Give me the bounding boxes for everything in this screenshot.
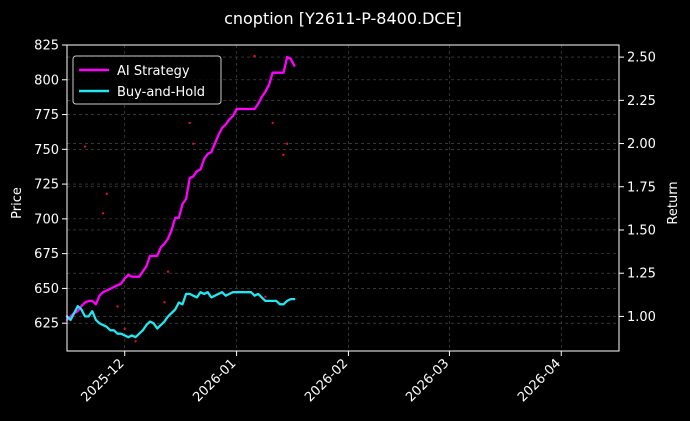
scatter-point-6 <box>163 301 166 304</box>
right-tick-label-2-00: 2.00 <box>627 137 656 152</box>
legend-box <box>72 55 222 105</box>
left-axis-label: Price <box>10 187 25 219</box>
left-tick-label-700: 700 <box>34 212 59 227</box>
legend-label-buy-and-hold: Buy-and-Hold <box>117 85 205 100</box>
scatter-point-2 <box>105 192 108 196</box>
scatter-point-14 <box>285 142 289 145</box>
right-tick-label-1-50: 1.50 <box>627 223 656 238</box>
left-tick-label-750: 750 <box>34 143 59 158</box>
scatter-point-7 <box>166 270 170 273</box>
right-tick-label-1-00: 1.00 <box>627 310 656 325</box>
scatter-point-4 <box>123 327 126 330</box>
series-line-buy-and-hold <box>65 291 296 339</box>
right-axis: 1.00 1.25 1.50 1.75 2.00 2.25 2.50 <box>619 51 656 325</box>
left-tick-label-625: 625 <box>34 317 59 332</box>
plot-frame <box>66 44 620 352</box>
scatter-point-8 <box>188 121 191 125</box>
right-tick-label-2-50: 2.50 <box>627 51 656 66</box>
scatter-point-12 <box>271 121 274 125</box>
left-tick-label-675: 675 <box>34 247 59 262</box>
scatter-layer <box>83 54 289 343</box>
scatter-point-9 <box>192 142 195 145</box>
left-tick-label-775: 775 <box>34 108 59 123</box>
left-tick-label-725: 725 <box>34 178 59 193</box>
scatter-point-3 <box>116 305 119 308</box>
series-line-ai-strategy <box>65 55 296 322</box>
chart-title: cnoption [Y2611-P-8400.DCE] <box>224 9 462 28</box>
left-tick-label-800: 800 <box>34 73 59 88</box>
scatter-point-13 <box>282 153 285 157</box>
scatter-point-0 <box>83 145 87 148</box>
series-layer <box>65 55 296 339</box>
scatter-point-10 <box>253 54 256 58</box>
right-tick-label-1-25: 1.25 <box>627 267 656 282</box>
scatter-point-5 <box>134 340 137 343</box>
right-tick-label-1-75: 1.75 <box>627 180 656 195</box>
right-axis-label: Return <box>666 181 681 224</box>
left-tick-label-825: 825 <box>34 39 59 54</box>
legend-label-ai-strategy: AI Strategy <box>117 64 190 79</box>
legend: AI Strategy Buy-and-Hold <box>72 55 222 105</box>
scatter-point-11 <box>264 295 267 298</box>
left-tick-label-650: 650 <box>34 282 59 297</box>
left-axis: 625 650 675 700 725 750 775 800 825 <box>34 39 67 332</box>
scatter-point-1 <box>101 212 105 215</box>
right-tick-label-2-25: 2.25 <box>627 94 656 109</box>
